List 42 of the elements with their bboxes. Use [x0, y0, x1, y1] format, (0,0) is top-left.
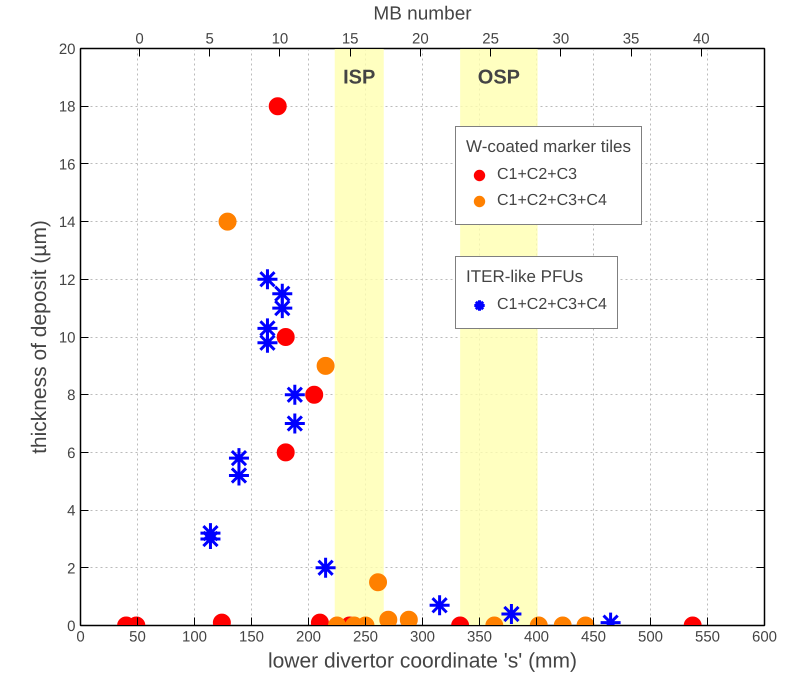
y-tick-label: 0	[67, 618, 76, 635]
y-tick-label: 18	[58, 98, 76, 116]
x2-tick-label: 5	[206, 30, 214, 48]
legend-label: C1+C2+C3+C4	[497, 192, 607, 210]
y-tick-label: 4	[67, 502, 76, 520]
legend-label: C1+C2+C3+C4	[497, 296, 607, 314]
x-axis-title: lower divertor coordinate 's' (mm)	[268, 650, 578, 672]
x2-tick-label: 15	[342, 30, 359, 48]
y-axis-title: thickness of deposit (µm)	[28, 220, 51, 454]
x-tick-label: 100	[182, 628, 208, 646]
x2-tick-label: 40	[692, 30, 710, 48]
x2-axis-title: MB number	[373, 4, 472, 24]
text: W-coated marker tiles	[466, 137, 632, 156]
x-tick-label: 600	[752, 628, 778, 646]
y-tick-label: 2	[67, 560, 76, 578]
y-tick-label: 16	[58, 156, 76, 174]
x-tick-label: 550	[694, 628, 720, 646]
x-tick-label: 250	[352, 628, 378, 646]
x-tick-label: 500	[638, 628, 664, 646]
band-label: ISP	[343, 66, 376, 88]
x-tick-label: 200	[296, 628, 322, 646]
x2-tick-label: 35	[622, 30, 640, 48]
x2-tick-label: 0	[135, 30, 144, 48]
band-label: OSP	[478, 66, 520, 88]
x2-tick-label: 20	[412, 30, 429, 48]
x-tick-label: 300	[410, 628, 436, 646]
legend-label: C1+C2+C3	[497, 166, 578, 184]
x-tick-label: 450	[580, 628, 606, 646]
x2-tick-label: 10	[272, 30, 288, 48]
x-tick-label: 150	[238, 628, 264, 646]
x2-tick-label: 25	[482, 30, 499, 48]
x-tick-label: 400	[524, 628, 550, 646]
x-tick-label: 50	[129, 628, 146, 646]
y-tick-label: 8	[67, 387, 76, 404]
y-tick-label: 14	[58, 214, 76, 232]
text: ITER-like PFUs	[466, 267, 584, 286]
y-tick-label: 20	[58, 41, 76, 58]
x2-tick-label: 30	[552, 30, 570, 48]
y-tick-label: 6	[67, 444, 76, 462]
x-tick-label: 350	[466, 628, 492, 646]
y-tick-label: 10	[58, 330, 76, 346]
y-tick-label: 12	[58, 272, 76, 289]
